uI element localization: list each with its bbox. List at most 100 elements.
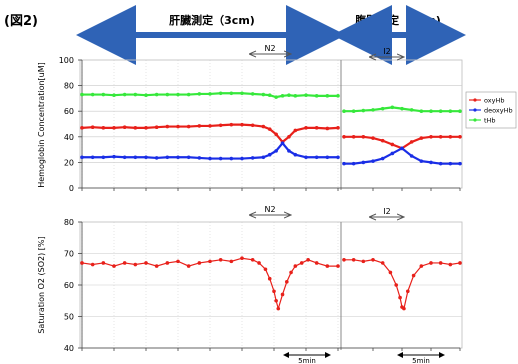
legend-marker-tHb [473,118,477,122]
data-point-liver-oxyHb [133,126,138,130]
data-point-liver-deoxyHb [240,156,244,161]
data-point-liver-SO2 [122,261,127,265]
data-point-liver-tHb [186,92,191,97]
data-point-liver-SO2 [336,264,340,268]
data-point-liver-SO2 [112,264,116,268]
legend-label-deoxyHb: deoxyHb [484,107,513,115]
top-y-axis-label: Hemoglobin Concentration[uM] [37,62,46,188]
data-point-liver-tHb [133,92,138,97]
top-left-annotation: N2 [264,44,275,53]
data-point-liver-oxyHb [80,126,84,130]
data-point-abdominal-tHb [429,109,433,113]
data-point-abdominal-oxyHb [429,135,433,139]
data-point-abdominal-SO2 [458,261,462,265]
data-point-liver-SO2 [240,256,244,261]
data-point-abdominal-oxyHb [419,136,424,140]
data-point-liver-deoxyHb [336,155,340,160]
data-point-liver-tHb [280,94,285,98]
data-point-liver-tHb [90,92,95,97]
bottom-series [80,256,462,311]
y-tick-label: 60 [64,281,74,290]
saturation-chart: 40 50 60 70 80 Saturation O2 (SO2) [%] N2 I2 [37,205,463,353]
data-point-abdominal-tHb [371,108,375,112]
data-point-abdominal-tHb [448,109,453,113]
bottom-right-annotation: I2 [383,207,390,216]
data-point-abdominal-deoxyHb [361,160,366,165]
data-point-liver-tHb [240,91,244,96]
data-point-liver-oxyHb [325,126,330,131]
legend: oxyHb deoxyHb tHb [465,91,517,129]
data-point-liver-oxyHb [122,125,127,129]
data-point-abdominal-SO2 [351,258,356,262]
data-point-abdominal-deoxyHb [342,161,346,166]
data-point-liver-SO2 [154,264,159,268]
figure-label: (図2) [4,14,38,29]
data-point-abdominal-SO2 [411,273,416,278]
y-tick-label: 70 [64,250,74,259]
data-point-abdominal-SO2 [448,262,453,267]
data-point-liver-tHb [314,94,319,98]
data-point-liver-SO2 [197,261,202,265]
data-point-liver-SO2 [314,261,319,265]
data-point-liver-SO2 [280,292,285,297]
data-point-abdominal-tHb [419,109,424,113]
data-point-liver-tHb [154,92,159,97]
data-point-liver-SO2 [263,267,268,272]
data-point-liver-SO2 [272,289,276,294]
data-point-liver-SO2 [144,261,148,265]
data-point-abdominal-SO2 [361,259,366,264]
data-point-abdominal-SO2 [371,258,375,262]
data-point-liver-deoxyHb [250,156,255,160]
data-point-abdominal-oxyHb [351,135,356,139]
top-right-annotation: I2 [383,47,390,56]
data-point-liver-tHb [304,93,308,97]
data-point-liver-oxyHb [267,127,272,131]
data-point-abdominal-tHb [400,106,404,111]
data-point-liver-SO2 [267,276,272,281]
data-point-liver-tHb [287,93,291,97]
data-point-liver-tHb [325,94,330,98]
data-point-abdominal-deoxyHb [429,160,433,165]
data-point-liver-oxyHb [274,132,278,137]
top-series [80,91,462,166]
data-point-abdominal-deoxyHb [458,161,462,166]
y-tick-label: 100 [59,56,74,65]
data-point-liver-tHb [165,92,170,97]
data-point-liver-deoxyHb [229,156,234,161]
data-point-abdominal-SO2 [394,283,399,287]
data-point-liver-SO2 [176,259,180,264]
data-point-abdominal-SO2 [398,295,402,300]
data-point-liver-oxyHb [287,135,291,139]
data-point-liver-deoxyHb [325,155,330,160]
data-point-liver-oxyHb [165,124,170,129]
data-point-liver-deoxyHb [280,141,285,145]
data-point-liver-oxyHb [112,126,116,130]
data-point-abdominal-tHb [409,108,414,112]
data-point-liver-deoxyHb [144,155,148,160]
data-point-liver-SO2 [285,280,289,284]
data-point-abdominal-SO2 [406,289,410,294]
data-point-abdominal-oxyHb [390,142,395,147]
bottom-left-annotation: N2 [264,205,275,214]
y-tick-label: 40 [64,133,74,142]
legend-label-tHb: tHb [484,117,496,125]
data-point-liver-deoxyHb [218,156,223,161]
data-point-liver-deoxyHb [112,154,116,159]
data-point-liver-SO2 [218,258,223,262]
y-tick-label: 50 [64,313,74,322]
data-point-liver-oxyHb [218,123,223,128]
data-point-abdominal-SO2 [438,261,443,265]
section-right-title: 腹壁測定（3cm) [355,13,441,27]
data-point-liver-deoxyHb [261,155,266,160]
data-point-liver-tHb [101,92,106,97]
data-point-liver-tHb [336,94,340,98]
data-point-liver-tHb [197,92,202,96]
data-point-liver-oxyHb [261,124,266,129]
data-point-liver-tHb [80,92,84,97]
data-point-liver-SO2 [250,258,255,262]
data-point-abdominal-oxyHb [380,138,385,143]
data-point-liver-deoxyHb [197,156,202,160]
data-point-liver-oxyHb [208,124,212,128]
data-point-abdominal-deoxyHb [438,161,443,166]
data-point-liver-oxyHb [197,124,202,128]
